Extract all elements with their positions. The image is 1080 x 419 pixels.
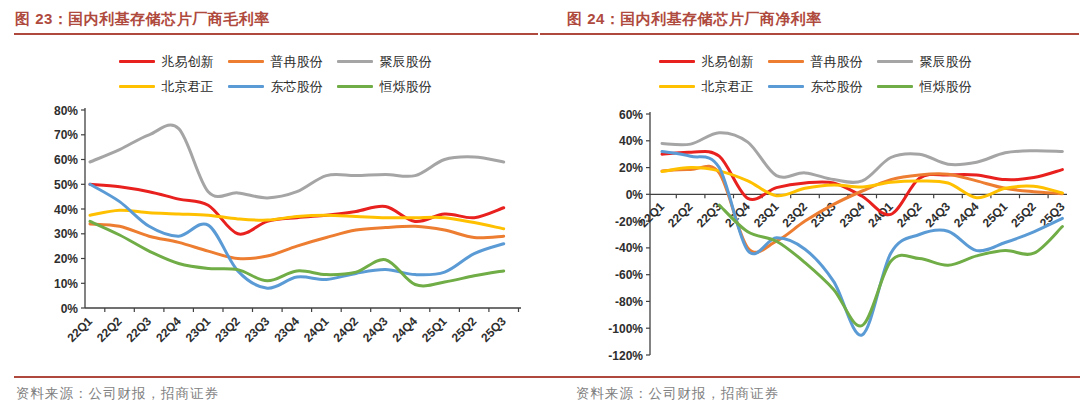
figure-23-gross-margin: 图 23：国内利基存储芯片厂商毛利率 兆易创新普冉股份聚辰股份北京君正东芯股份恒… — [0, 0, 540, 419]
legend-label: 北京君正 — [702, 78, 754, 96]
legend-line-swatch — [337, 85, 373, 88]
y-tick-label: 80% — [54, 104, 78, 118]
source-divider — [540, 376, 1080, 378]
y-tick-label: -120% — [608, 349, 643, 363]
legend-label: 聚辰股份 — [920, 53, 972, 71]
x-tick-label: 24Q3 — [922, 199, 953, 230]
source-divider — [14, 376, 540, 378]
legend-item-聚辰股份: 聚辰股份 — [877, 51, 972, 72]
y-tick-label: -60% — [615, 268, 643, 282]
y-tick-label: 60% — [619, 108, 643, 122]
x-tick-label: 23Q1 — [183, 314, 214, 345]
x-tick-label: 23Q2 — [212, 314, 243, 345]
legend-item-北京君正: 北京君正 — [119, 76, 214, 97]
legend-item-兆易创新: 兆易创新 — [659, 51, 754, 72]
legend-item-东芯股份: 东芯股份 — [768, 76, 863, 97]
legend-item-普冉股份: 普冉股份 — [228, 51, 323, 72]
y-tick-label: 60% — [54, 153, 78, 167]
x-tick-label: 23Q2 — [779, 199, 810, 230]
x-tick-label: 22Q1 — [64, 314, 95, 345]
series-line-聚辰股份 — [90, 125, 504, 198]
legend-line-swatch — [119, 85, 155, 88]
legend-label: 普冉股份 — [271, 53, 323, 71]
legend-line-swatch — [768, 85, 804, 88]
y-tick-label: 40% — [54, 203, 78, 217]
legend-line-swatch — [659, 85, 695, 88]
y-tick-label: 10% — [54, 277, 78, 291]
x-tick-label: 22Q3 — [124, 314, 155, 345]
legend-item-普冉股份: 普冉股份 — [768, 51, 863, 72]
y-tick-label: -80% — [615, 295, 643, 309]
legend-label: 普冉股份 — [811, 53, 863, 71]
y-tick-label: 30% — [54, 227, 78, 241]
y-tick-label: 70% — [54, 128, 78, 142]
legend-item-北京君正: 北京君正 — [659, 76, 754, 97]
x-tick-label: 23Q1 — [751, 199, 782, 230]
legend-item-兆易创新: 兆易创新 — [119, 51, 214, 72]
legend-label: 东芯股份 — [811, 78, 863, 96]
legend-label: 恒烁股份 — [380, 78, 432, 96]
source-note: 资料来源：公司财报，招商证券 — [16, 385, 219, 403]
y-tick-label: 50% — [54, 178, 78, 192]
legend-item-恒烁股份: 恒烁股份 — [877, 76, 972, 97]
legend-label: 东芯股份 — [271, 78, 323, 96]
legend-line-swatch — [337, 60, 373, 63]
x-tick-label: 24Q4 — [390, 314, 421, 345]
y-tick-label: 20% — [619, 161, 643, 175]
x-tick-label: 23Q3 — [242, 314, 273, 345]
legend-item-聚辰股份: 聚辰股份 — [337, 51, 432, 72]
legend-line-swatch — [659, 60, 695, 63]
legend-item-东芯股份: 东芯股份 — [228, 76, 323, 97]
legend-line-swatch — [768, 60, 804, 63]
x-tick-label: 23Q4 — [271, 314, 302, 345]
figure-24-net-margin: 图 24：国内利基存储芯片厂商净利率 兆易创新普冉股份聚辰股份北京君正东芯股份恒… — [540, 0, 1080, 419]
x-tick-label: 22Q1 — [636, 199, 667, 230]
legend-label: 兆易创新 — [702, 53, 754, 71]
x-tick-label: 24Q3 — [360, 314, 391, 345]
x-tick-label: 25Q3 — [478, 314, 509, 345]
report-page: 图 23：国内利基存储芯片厂商毛利率 兆易创新普冉股份聚辰股份北京君正东芯股份恒… — [0, 0, 1080, 419]
x-tick-label: 24Q2 — [894, 199, 925, 230]
source-note: 资料来源：公司财报，招商证券 — [576, 385, 779, 403]
legend: 兆易创新 普冉股份 聚辰股份北京君正 东芯股份 恒烁股份 — [635, 51, 995, 97]
y-tick-label: 0% — [626, 188, 644, 202]
y-tick-label: -40% — [615, 241, 643, 255]
y-tick-label: 20% — [54, 252, 78, 266]
legend-item-恒烁股份: 恒烁股份 — [337, 76, 432, 97]
x-tick-label: 22Q2 — [94, 314, 125, 345]
x-tick-label: 24Q2 — [330, 314, 361, 345]
legend-line-swatch — [119, 60, 155, 63]
x-tick-label: 24Q4 — [951, 199, 982, 230]
y-tick-label: 40% — [619, 134, 643, 148]
legend-label: 兆易创新 — [162, 53, 214, 71]
legend-line-swatch — [228, 60, 264, 63]
legend-line-swatch — [877, 85, 913, 88]
x-tick-label: 24Q1 — [301, 314, 332, 345]
legend-line-swatch — [877, 60, 913, 63]
x-tick-label: 22Q2 — [665, 199, 696, 230]
x-tick-label: 22Q4 — [153, 314, 184, 345]
legend: 兆易创新 普冉股份 聚辰股份北京君正 东芯股份 恒烁股份 — [95, 51, 455, 97]
y-tick-label: -100% — [608, 322, 643, 336]
x-tick-label: 25Q1 — [980, 199, 1011, 230]
x-tick-label: 23Q4 — [837, 199, 868, 230]
y-tick-label: 0% — [61, 302, 79, 316]
x-tick-label: 25Q1 — [419, 314, 450, 345]
x-tick-label: 25Q2 — [449, 314, 480, 345]
legend-label: 恒烁股份 — [920, 78, 972, 96]
legend-line-swatch — [228, 85, 264, 88]
legend-label: 聚辰股份 — [380, 53, 432, 71]
legend-label: 北京君正 — [162, 78, 214, 96]
x-tick-label: 25Q2 — [1008, 199, 1039, 230]
